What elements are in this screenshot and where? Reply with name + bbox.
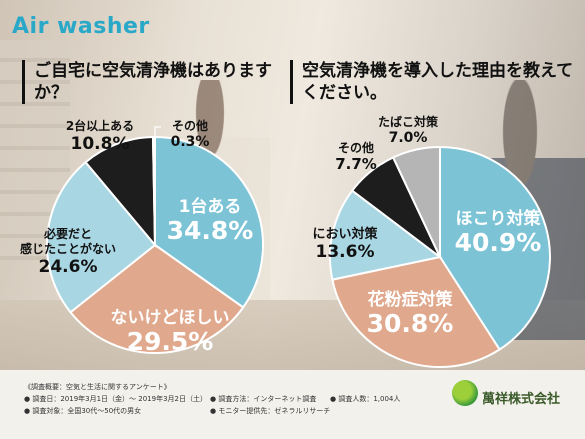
chart2-label-3: その他 [338, 140, 374, 155]
chart2-value-1: 30.8% [367, 309, 454, 338]
chart2-label-0: ほこり対策 [456, 208, 542, 229]
chart2-label-4: たばこ対策 [378, 114, 439, 129]
survey-method: ● 調査方法：インターネット調査 [210, 395, 317, 403]
chart2-question: 空気清浄機を導入した理由を教えてください。 [290, 60, 585, 104]
chart1-value-0: 34.8% [167, 216, 254, 245]
chart1-slice-2 [46, 160, 157, 314]
survey-title: 《調査概要：空気と生活に関するアンケート》 [24, 383, 171, 391]
chart1-label-2-line0: 必要だと [43, 226, 92, 241]
chart1-label-1: ないけどほしい [111, 308, 230, 328]
chart2-slice-2 [329, 189, 443, 281]
chart2-slice-4 [391, 145, 441, 258]
survey-count: ● 調査人数：1,004人 [330, 395, 401, 403]
chart1-leader-line [154, 126, 161, 137]
chart1-slice-3 [84, 135, 157, 248]
chart1-value-3: 10.8% [71, 134, 130, 154]
chart1-question: ご自宅に空気清浄機はありますか？ [22, 60, 284, 104]
footer: 《調査概要：空気と生活に関するアンケート》 ● 調査日：2019年3月1日（金）… [0, 370, 585, 439]
company-name: 萬祥株式会社 [482, 392, 561, 407]
chart1-label-4: その他 [172, 118, 208, 133]
chart2-value-0: 40.9% [455, 228, 542, 257]
chart1-label-3: 2台以上ある [66, 118, 134, 133]
chart2-slice-1 [331, 255, 501, 368]
chart2-value-3: 7.7% [335, 155, 377, 173]
page-title: Air washer [12, 14, 150, 39]
chart1-label-2-line1: 感じたことがない [20, 241, 116, 256]
chart2-label-1: 花粉症対策 [368, 289, 454, 310]
chart1-value-2: 24.6% [39, 257, 98, 277]
company-logo-icon [452, 380, 478, 406]
survey-date: ● 調査日：2019年3月1日（金）～ 2019年3月2日（土） [24, 395, 208, 403]
chart1-value-4: 0.3% [171, 134, 210, 150]
chart1-slice-0 [154, 135, 264, 309]
chart2-label-2: におい対策 [312, 226, 378, 242]
chart1-label-0: 1台ある [179, 196, 242, 217]
survey-provider: ● モニター提供先：ゼネラルリサーチ [210, 407, 331, 415]
chart1-value-1: 29.5% [127, 327, 214, 356]
chart2-value-2: 13.6% [316, 242, 375, 262]
chart1-slice-1 [69, 243, 245, 354]
survey-target: ● 調査対象：全国30代～50代の男女 [24, 407, 142, 415]
chart2-value-4: 7.0% [389, 130, 428, 146]
